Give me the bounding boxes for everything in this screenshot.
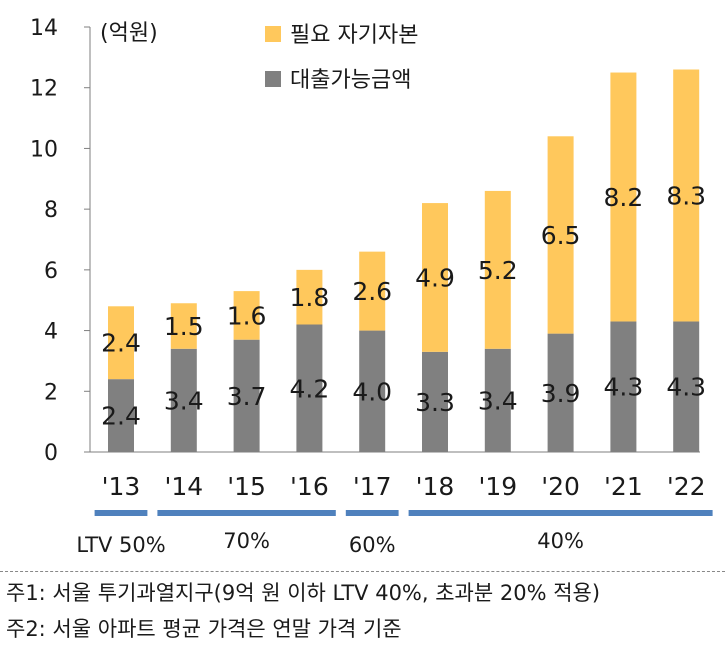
footnotes: 주1: 서울 투기과열지구(9억 원 이하 LTV 40%, 초과분 20% 적… [6,575,721,647]
x-tick-label: '21 [604,472,643,501]
notes-divider [0,571,725,572]
bar-loan-amount [484,348,511,452]
data-label: 1.5 [164,312,204,341]
footnote-2: 주2: 서울 아파트 평균 가격은 연말 가격 기준 [6,617,402,641]
y-tick-label: 4 [44,320,58,345]
x-tick-label: '13 [102,472,141,501]
x-tick-label: '17 [353,472,392,501]
bar-loan-amount [610,321,637,452]
data-label: 5.2 [478,256,518,285]
legend-swatch [265,26,281,42]
bar-required-equity [610,72,637,322]
ltv-group-bar [345,510,399,516]
bar-required-equity [547,136,574,334]
legend-label: 대출가능금액 [290,68,411,93]
bar-required-equity [170,303,197,349]
x-tick-label: '19 [478,472,517,501]
bar-loan-amount [422,351,448,452]
ltv-group-label: 60% [349,533,396,557]
data-label: 1.6 [227,301,267,330]
data-label: 2.4 [101,402,141,431]
data-label: 8.3 [666,181,706,210]
data-label: 4.2 [290,374,330,403]
ltv-group-bar [94,510,148,516]
bar-required-equity [484,190,511,349]
y-tick-label: 12 [30,77,58,102]
y-tick-label: 8 [44,198,58,223]
data-label: 4.3 [666,373,706,402]
x-tick-label: '15 [227,472,266,501]
data-label: 3.3 [415,388,455,417]
y-tick-label: 6 [44,259,58,284]
x-tick-label: '14 [164,472,203,501]
data-label: 3.4 [164,386,204,415]
ltv-group-label: 40% [537,529,584,553]
data-label: 4.3 [604,373,644,402]
data-label: 3.7 [227,382,267,411]
y-tick-label: 14 [30,16,58,41]
x-tick-label: '22 [667,472,706,501]
bar-loan-amount [547,333,574,452]
legend-label: 필요 자기자본 [290,23,418,48]
x-tick-label: '18 [416,472,455,501]
y-unit-label: (억원) [100,21,158,46]
bar-loan-amount [108,379,134,452]
bar-loan-amount [233,339,260,452]
ltv-group-label: LTV 50% [76,533,165,557]
x-tick-label: '16 [290,472,329,501]
ltv-group-bar [408,510,713,516]
data-label: 4.9 [415,263,455,292]
bar-loan-amount [296,324,323,452]
data-label: 3.4 [478,386,518,415]
bar-loan-amount [673,321,700,452]
data-label: 4.0 [352,377,392,406]
x-tick-label: '20 [541,472,580,501]
bar-required-equity [233,291,260,340]
bar-loan-amount [170,348,197,452]
bar-required-equity [296,269,323,325]
bar-required-equity [422,203,448,352]
data-label: 8.2 [604,183,644,212]
y-tick-label: 2 [44,380,58,405]
data-label: 6.5 [541,221,581,250]
ltv-group-label: 70% [223,529,270,553]
bar-required-equity [673,69,700,322]
legend-swatch [265,71,281,87]
bar-required-equity [359,251,386,331]
data-label: 3.9 [541,379,581,408]
y-tick-label: 0 [44,441,58,466]
bar-loan-amount [359,330,386,452]
data-label: 2.4 [101,329,141,358]
ltv-group-bar [157,510,336,516]
y-tick-label: 10 [30,137,58,162]
footnote-1: 주1: 서울 투기과열지구(9억 원 이하 LTV 40%, 초과분 20% 적… [6,581,601,605]
data-label: 1.8 [290,283,330,312]
bar-required-equity [108,306,134,380]
data-label: 2.6 [352,277,392,306]
